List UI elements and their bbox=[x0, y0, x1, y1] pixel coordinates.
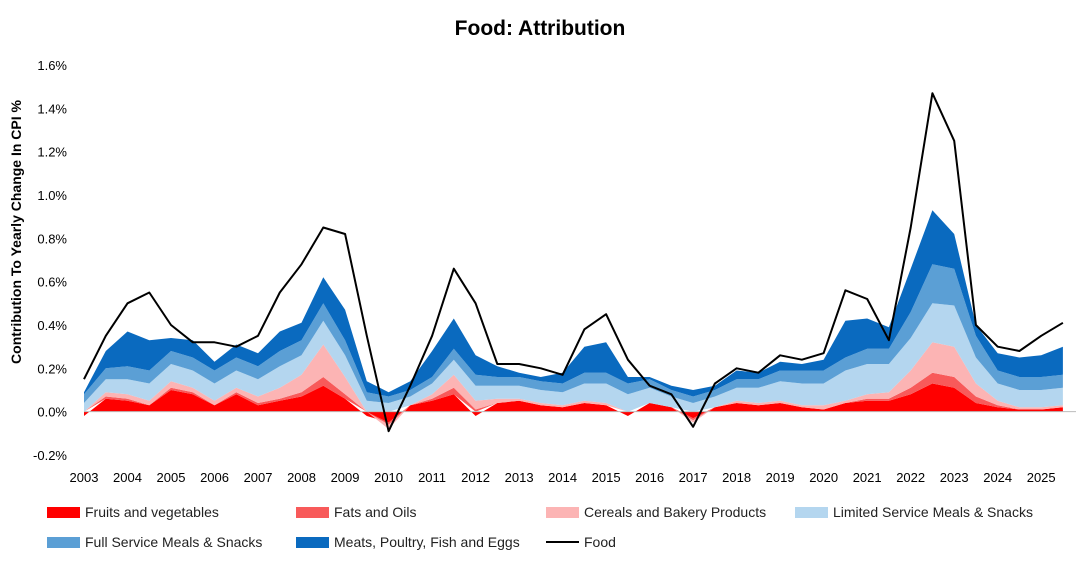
x-tick-label: 2009 bbox=[331, 470, 360, 485]
y-tick-label: 1.4% bbox=[37, 101, 67, 116]
legend-label-full-service-meals-snacks: Full Service Meals & Snacks bbox=[85, 534, 262, 550]
x-tick-label: 2006 bbox=[200, 470, 229, 485]
legend-swatch-limited-service-meals-snacks bbox=[795, 507, 828, 518]
x-tick-label: 2022 bbox=[896, 470, 925, 485]
x-tick-label: 2017 bbox=[679, 470, 708, 485]
legend-swatch-full-service-meals-snacks bbox=[47, 537, 80, 548]
area-fats-and-oils bbox=[84, 372, 1063, 425]
y-axis-label: Contribution To Yearly Change In CPI % bbox=[8, 99, 24, 364]
legend-swatch-fats-and-oils bbox=[296, 507, 329, 518]
area-cereals-and-bakery-products bbox=[84, 342, 1063, 429]
legend-label-fats-and-oils: Fats and Oils bbox=[334, 504, 416, 520]
x-tick-label: 2005 bbox=[157, 470, 186, 485]
x-tick-label: 2010 bbox=[374, 470, 403, 485]
x-tick-label: 2015 bbox=[592, 470, 621, 485]
chart-title: Food: Attribution bbox=[455, 17, 626, 40]
y-tick-label: 0.2% bbox=[37, 361, 67, 376]
legend-label-cereals-and-bakery-products: Cereals and Bakery Products bbox=[584, 504, 766, 520]
y-tick-label: 0.0% bbox=[37, 405, 67, 420]
x-tick-label: 2024 bbox=[983, 470, 1012, 485]
x-tick-label: 2014 bbox=[548, 470, 577, 485]
y-tick-label: 0.4% bbox=[37, 318, 67, 333]
x-tick-label: 2019 bbox=[766, 470, 795, 485]
legend-label-limited-service-meals-snacks: Limited Service Meals & Snacks bbox=[833, 504, 1033, 520]
y-axis-ticks: -0.2% 0.0% 0.2% 0.4% 0.6% 0.8% 1.0% 1.2% 1.4% 1.6… bbox=[33, 58, 67, 463]
x-tick-label: 2020 bbox=[809, 470, 838, 485]
legend-label-fruits-and-vegetables: Fruits and vegetables bbox=[85, 504, 219, 520]
y-tick-label: -0.2% bbox=[33, 448, 67, 463]
x-tick-label: 2004 bbox=[113, 470, 142, 485]
line-food bbox=[83, 92, 1064, 433]
y-tick-label: 0.8% bbox=[37, 231, 67, 246]
x-tick-label: 2011 bbox=[418, 470, 446, 485]
x-tick-label: 2023 bbox=[940, 470, 969, 485]
y-tick-label: 1.0% bbox=[37, 188, 67, 203]
legend-swatch-meats-poultry-fish-and-eggs bbox=[296, 537, 329, 548]
x-axis-ticks: 2003 2004 2005 2006 2007 2008 2009 2010 2011 2012… bbox=[70, 470, 1056, 485]
y-tick-label: 1.6% bbox=[37, 58, 67, 73]
legend-swatch-fruits-and-vegetables bbox=[47, 507, 80, 518]
x-tick-label: 2012 bbox=[461, 470, 490, 485]
x-tick-label: 2013 bbox=[505, 470, 534, 485]
x-tick-label: 2003 bbox=[70, 470, 99, 485]
legend-label-meats-poultry-fish-and-eggs: Meats, Poultry, Fish and Eggs bbox=[334, 534, 520, 550]
legend: Fruits and vegetables Fats and Oils Cereal… bbox=[47, 504, 1033, 550]
x-tick-label: 2018 bbox=[722, 470, 751, 485]
area-series-group bbox=[84, 210, 1063, 429]
x-tick-label: 2021 bbox=[853, 470, 882, 485]
y-tick-label: 0.6% bbox=[37, 275, 67, 290]
legend-label-food: Food bbox=[584, 534, 616, 550]
y-tick-label: 1.2% bbox=[37, 145, 67, 160]
x-tick-label: 2016 bbox=[635, 470, 664, 485]
area-limited-service-meals-snacks bbox=[84, 303, 1063, 412]
x-tick-label: 2025 bbox=[1027, 470, 1056, 485]
food-line-group bbox=[83, 92, 1064, 433]
legend-swatch-cereals-and-bakery-products bbox=[546, 507, 579, 518]
area-fruits-and-vegetables bbox=[84, 383, 1063, 423]
x-tick-label: 2007 bbox=[244, 470, 273, 485]
x-tick-label: 2008 bbox=[287, 470, 316, 485]
